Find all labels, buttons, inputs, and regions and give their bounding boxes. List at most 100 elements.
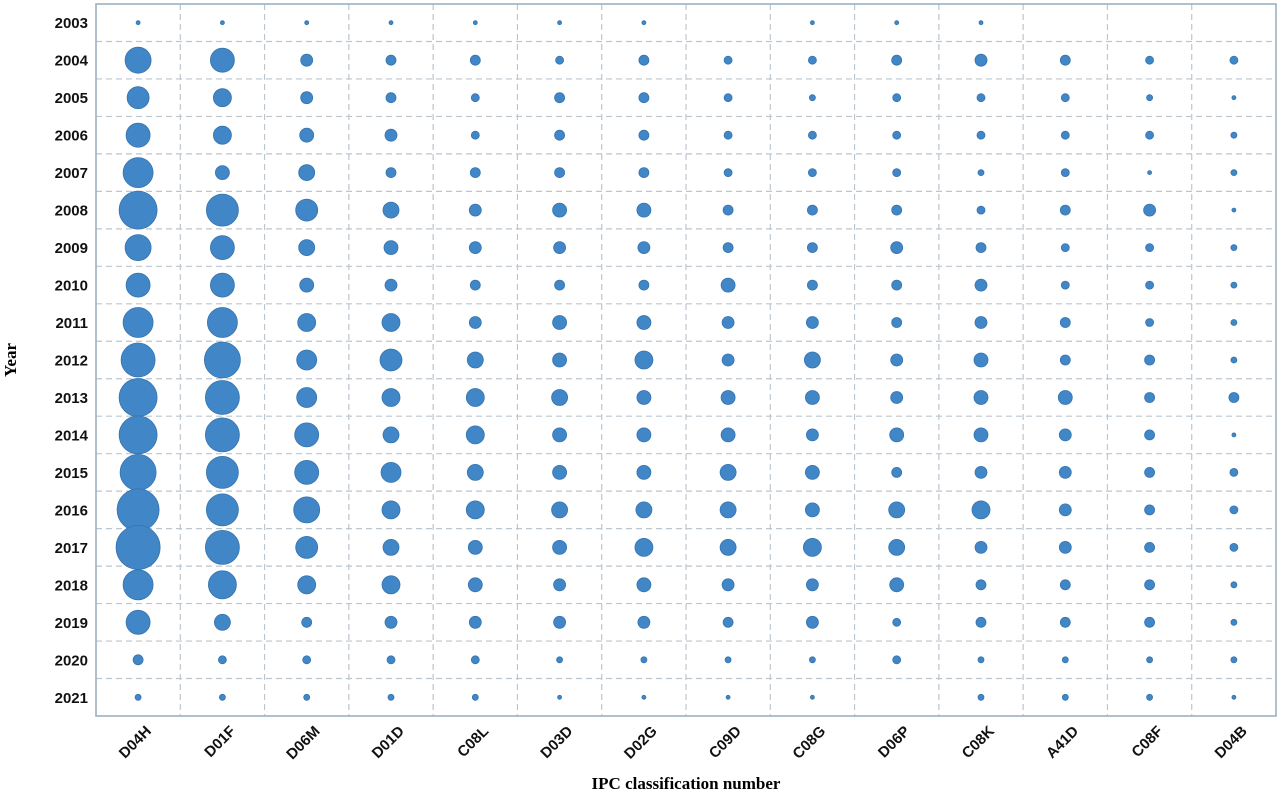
- bubble: [209, 272, 235, 298]
- bubble: [204, 530, 240, 565]
- bubble: [135, 20, 141, 26]
- ipc-tick-label: D02G: [621, 723, 661, 763]
- bubble: [971, 500, 991, 520]
- bubble: [470, 130, 480, 140]
- bubble: [888, 539, 906, 556]
- bubble: [381, 313, 401, 332]
- bubble: [468, 203, 482, 217]
- bubble: [1229, 505, 1239, 515]
- bubble: [554, 279, 565, 291]
- bubble: [889, 577, 905, 593]
- bubble: [1059, 204, 1071, 216]
- year-tick-label: 2014: [55, 427, 89, 444]
- bubble: [1059, 579, 1071, 591]
- ipc-tick-label: C08K: [959, 723, 998, 762]
- bubble: [721, 353, 735, 367]
- bubble: [809, 94, 816, 102]
- bubble: [295, 536, 319, 559]
- bubble: [1229, 543, 1239, 552]
- bubble: [723, 93, 733, 103]
- bubble: [469, 54, 481, 66]
- bubble: [1060, 168, 1070, 178]
- year-tick-label: 2003: [55, 15, 88, 32]
- bubble: [641, 20, 647, 26]
- bubble: [1146, 94, 1153, 102]
- bubble: [974, 541, 988, 554]
- bubble: [469, 279, 481, 291]
- bubble: [552, 202, 567, 218]
- bubble: [1060, 243, 1070, 253]
- bubble: [124, 234, 152, 262]
- bubble: [808, 168, 817, 178]
- bubble: [294, 459, 320, 485]
- bubble: [976, 93, 986, 103]
- bubble: [466, 463, 484, 481]
- bubble: [204, 380, 240, 415]
- bubble: [1231, 432, 1237, 438]
- year-tick-label: 2011: [55, 315, 88, 332]
- bubble: [556, 656, 563, 664]
- bubble: [891, 466, 903, 478]
- bubble: [891, 317, 903, 328]
- bubble: [1231, 207, 1237, 213]
- bubble: [293, 496, 321, 524]
- bubble: [125, 272, 151, 298]
- bubble: [634, 538, 654, 557]
- bubble: [977, 693, 985, 701]
- bubble: [974, 465, 988, 479]
- bubble: [381, 500, 401, 520]
- bubble: [807, 204, 818, 216]
- ipc-tick-label: D01F: [201, 723, 239, 761]
- bubble: [467, 577, 483, 593]
- bubble: [468, 241, 482, 255]
- bubble: [636, 315, 652, 330]
- bubble: [381, 388, 401, 407]
- bubble: [804, 351, 821, 369]
- bubble: [553, 615, 566, 629]
- bubble: [299, 277, 315, 293]
- bubble: [294, 422, 320, 448]
- bubble: [552, 315, 567, 330]
- bubble: [382, 201, 400, 219]
- bubble: [636, 390, 652, 405]
- bubble: [217, 655, 227, 665]
- bubble: [1145, 243, 1154, 253]
- bubble: [1058, 503, 1072, 517]
- bubble: [468, 316, 482, 329]
- bubble: [212, 125, 232, 145]
- bubble: [297, 575, 317, 595]
- bubble: [382, 539, 400, 556]
- bubble: [299, 127, 315, 143]
- bubble: [206, 307, 238, 338]
- bubble: [209, 235, 235, 261]
- bubble: [1061, 656, 1069, 664]
- bubble: [552, 427, 567, 443]
- bubble: [295, 198, 319, 222]
- bubble: [1230, 618, 1238, 626]
- bubble: [380, 461, 402, 483]
- bubble: [806, 578, 819, 592]
- bubble: [388, 20, 394, 26]
- bubble: [976, 130, 986, 140]
- year-tick-label: 2019: [55, 615, 88, 632]
- bubble: [1147, 170, 1152, 176]
- bubble: [892, 655, 902, 665]
- bubble: [640, 656, 648, 664]
- bubble: [302, 655, 312, 665]
- bubble: [977, 656, 985, 664]
- bubble: [805, 390, 820, 405]
- bubble: [719, 539, 737, 556]
- bubble: [638, 129, 650, 141]
- bubble: [296, 349, 318, 371]
- bubble: [122, 569, 154, 601]
- year-tick-label: 2016: [55, 502, 88, 519]
- bubble: [205, 455, 239, 489]
- bubble: [1230, 244, 1238, 252]
- bubble: [723, 130, 733, 140]
- bubble: [719, 463, 737, 481]
- bubble: [204, 417, 240, 453]
- bubble: [214, 165, 230, 181]
- bubble: [1230, 356, 1238, 364]
- bubble: [636, 427, 652, 443]
